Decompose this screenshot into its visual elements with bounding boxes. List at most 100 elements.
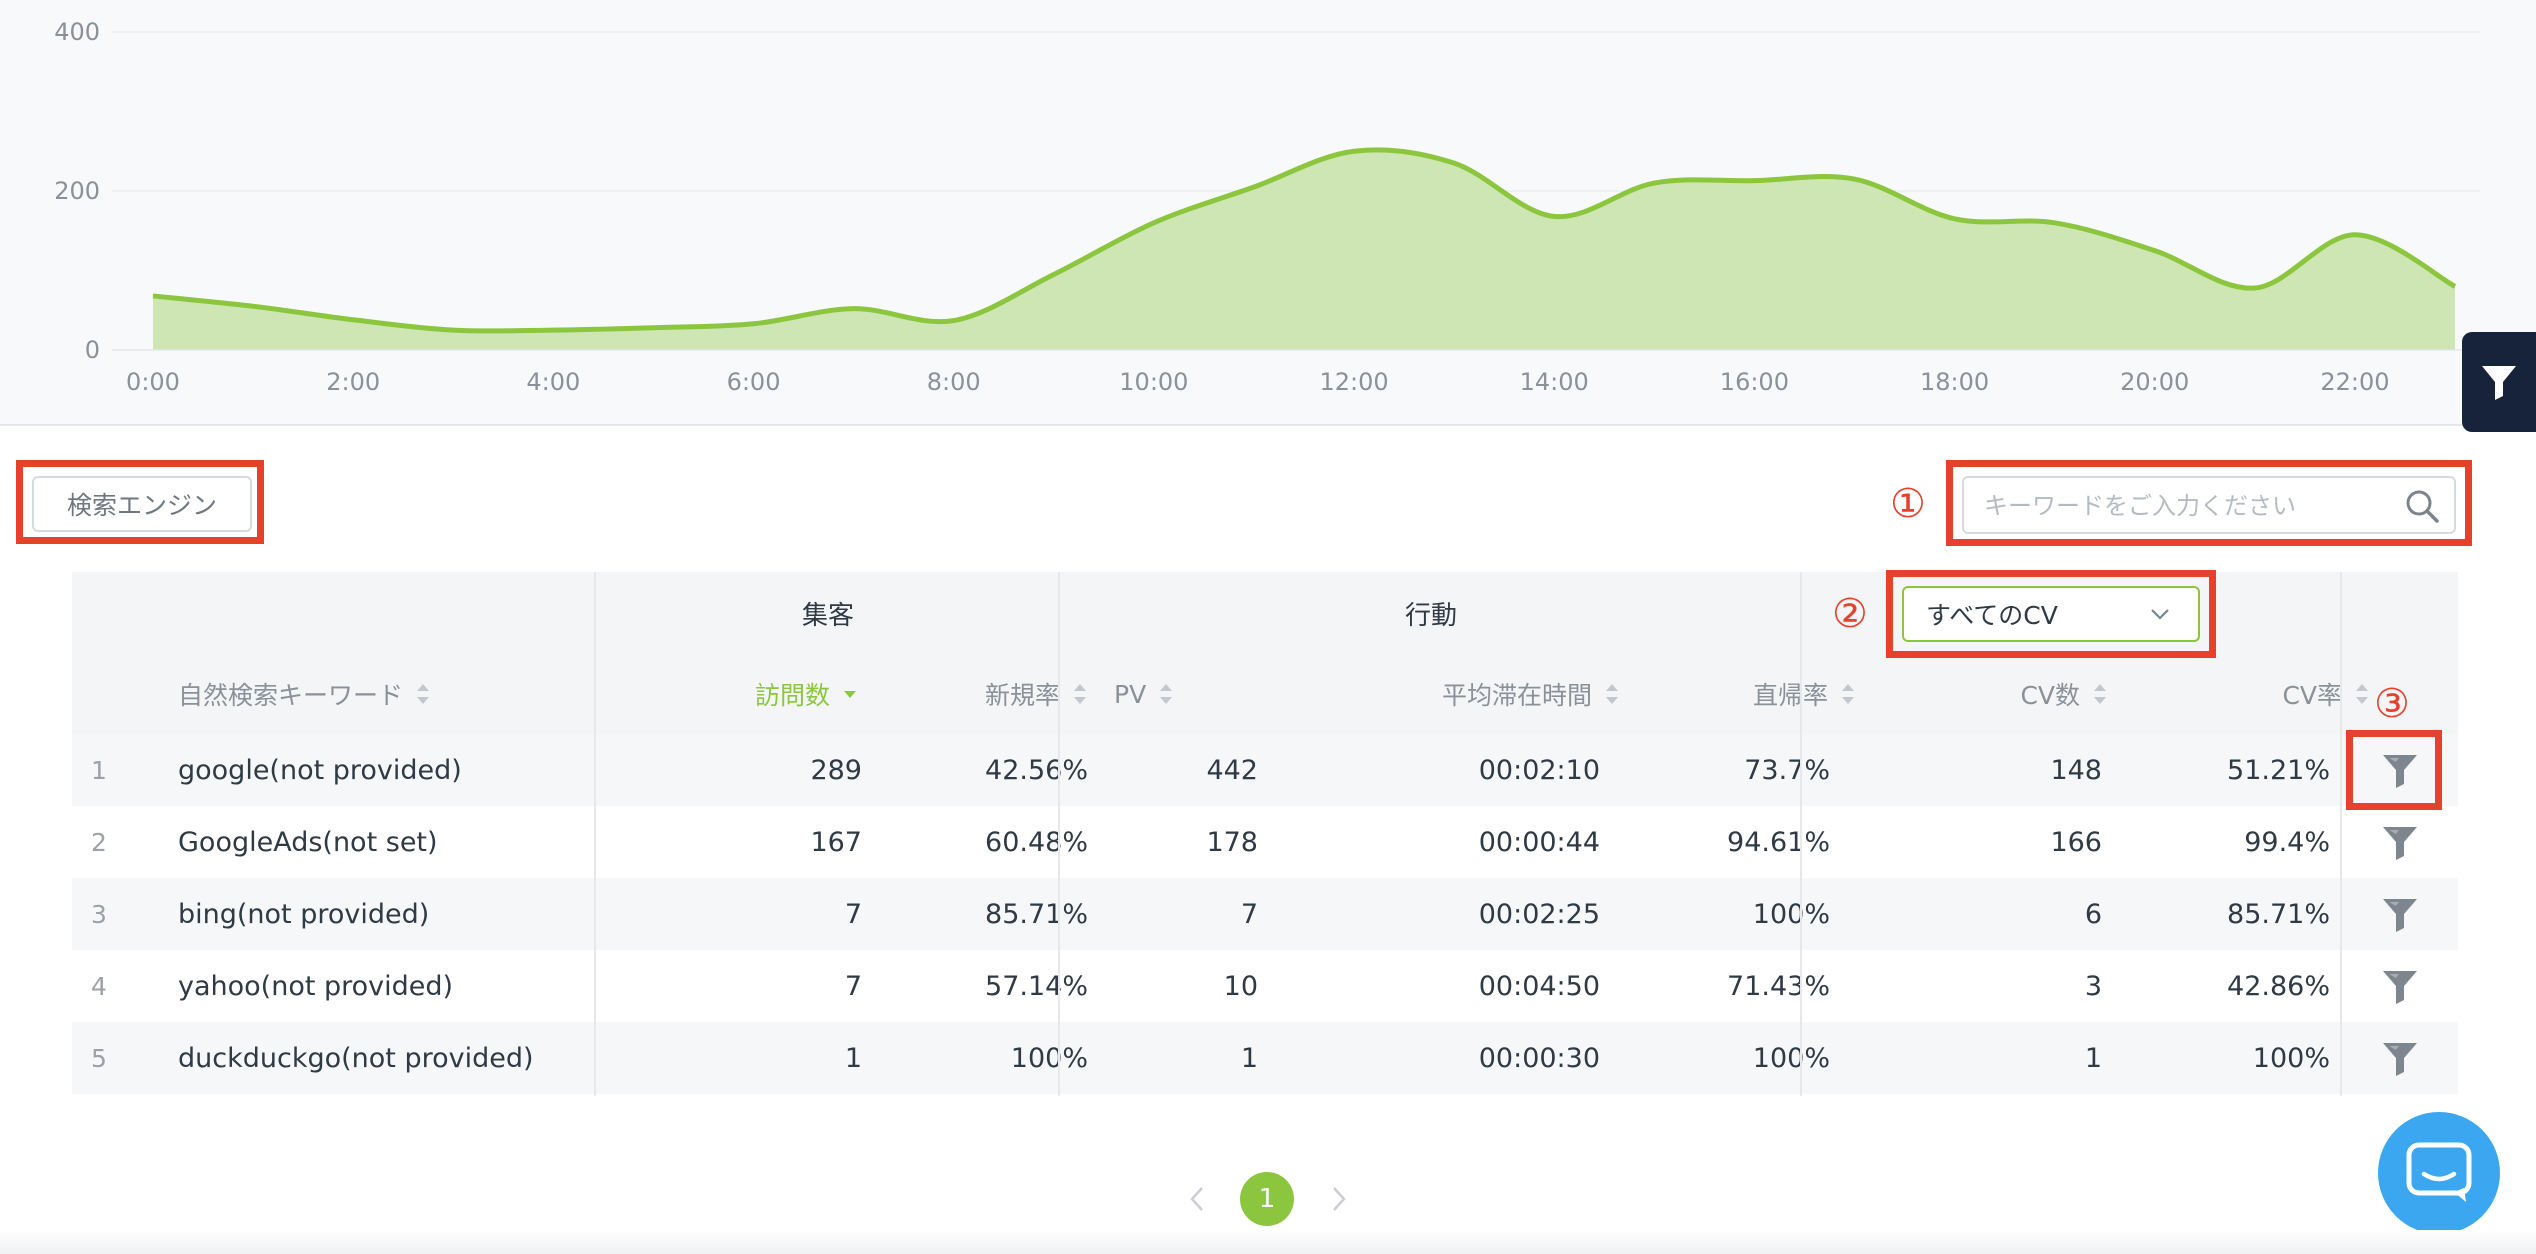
row-new-rate: 60.48% (985, 826, 1088, 858)
row-cv-rate: 42.86% (2227, 970, 2330, 1002)
funnel-icon (2383, 755, 2417, 788)
row-pv: 7 (1240, 898, 1258, 930)
chevron-right-icon[interactable] (1324, 1184, 1352, 1214)
filter-panel-tab[interactable] (2462, 332, 2536, 432)
x-tick-label: 2:00 (326, 368, 380, 396)
search-engine-button-label: 検索エンジン (66, 491, 217, 520)
x-tick-label: 10:00 (1119, 368, 1188, 396)
row-cv: 6 (2084, 898, 2102, 930)
row-visits: 167 (810, 826, 862, 858)
row-cv-rate: 99.4% (2244, 826, 2330, 858)
col-cv-rate[interactable]: CV率 (2108, 654, 2370, 734)
row-visits: 1 (844, 1042, 862, 1074)
row-keyword: google(not provided) (178, 754, 462, 786)
cv-select[interactable]: すべてのCV (1902, 586, 2200, 642)
row-cv-rate: 100% (2252, 1042, 2330, 1074)
row-new-rate: 85.71% (985, 898, 1088, 930)
x-tick-label: 12:00 (1319, 368, 1388, 396)
series-line (152, 147, 2457, 334)
col-bounce[interactable]: 直帰率 (1620, 654, 1856, 734)
x-tick-label: 4:00 (526, 368, 580, 396)
row-keyword: bing(not provided) (178, 898, 430, 930)
series-area (153, 149, 2455, 350)
col-avg-time[interactable]: 平均滞在時間 (1294, 654, 1620, 734)
row-pv: 178 (1206, 826, 1258, 858)
table-row[interactable]: 5 duckduckgo(not provided) 1 100% 1 00:00:30 1… (72, 1022, 2458, 1094)
table-row[interactable]: 1 google(not provided) 289 42.56% 442 00:02:1… (72, 734, 2458, 806)
row-new-rate: 57.14% (985, 970, 1088, 1002)
col-new-rate[interactable]: 新規率 (864, 654, 1100, 734)
row-index: 2 (91, 827, 107, 857)
y-tick-label: 400 (54, 18, 100, 46)
keyword-search-box[interactable] (1962, 476, 2456, 534)
row-visits: 289 (810, 754, 862, 786)
annotation-marker-1: ① (1890, 481, 1926, 527)
chat-launcher-button[interactable] (2378, 1112, 2500, 1234)
annotation-box-row-filter (2346, 730, 2442, 810)
group-acquisition: 集客 (801, 600, 854, 631)
row-index: 4 (91, 971, 107, 1001)
page-button-current[interactable]: 1 (1240, 1172, 1294, 1226)
row-index: 1 (91, 755, 107, 785)
chart-svg: 400 200 0 0:00 2:00 4:00 6:00 8:00 10:00 12:00 14:… (54, 18, 2480, 396)
row-filter-button[interactable] (2342, 806, 2458, 878)
annotation-box-engine (16, 460, 264, 544)
row-pv: 1 (1240, 1042, 1258, 1074)
pagination: 1 (1170, 1170, 1370, 1230)
table-column-header: 自然検索キーワード 訪問数 新規率 PV 平均滞在時間 直帰率 CV数 CV率 (72, 654, 2458, 734)
chat-icon (2406, 1142, 2472, 1202)
chevron-left-icon[interactable] (1184, 1184, 1212, 1214)
x-tick-label: 0:00 (126, 368, 180, 396)
search-engine-button[interactable]: 検索エンジン (32, 476, 252, 532)
sort-icon (1606, 684, 1618, 704)
divider-cv (1800, 572, 1802, 1096)
page-bottom-edge (0, 1230, 2536, 1254)
col-pv[interactable]: PV (1114, 654, 1294, 734)
x-tick-label: 18:00 (1920, 368, 1989, 396)
row-avg-time: 00:02:10 (1478, 754, 1600, 786)
divider-actions (2340, 572, 2342, 1096)
row-keyword: duckduckgo(not provided) (178, 1042, 534, 1074)
x-tick-label: 22:00 (2320, 368, 2389, 396)
x-tick-label: 16:00 (1720, 368, 1789, 396)
row-filter-button[interactable] (2342, 734, 2458, 806)
annotation-marker-3: ③ (2374, 681, 2410, 727)
table-row[interactable]: 3 bing(not provided) 7 85.71% 7 00:02:25 100% 6… (72, 878, 2458, 950)
sort-desc-icon (844, 691, 856, 698)
row-new-rate: 42.56% (985, 754, 1088, 786)
table-row[interactable]: 2 GoogleAds(not set) 167 60.48% 178 00:00:44 9… (72, 806, 2458, 878)
y-tick-label: 200 (54, 177, 100, 205)
row-visits: 7 (844, 970, 862, 1002)
row-visits: 7 (844, 898, 862, 930)
table-row[interactable]: 4 yahoo(not provided) 7 57.14% 10 00:04:50 71.… (72, 950, 2458, 1022)
sort-icon (1842, 684, 1854, 704)
row-pv: 10 (1223, 970, 1258, 1002)
funnel-icon (2383, 971, 2417, 1004)
funnel-icon (2383, 1043, 2417, 1076)
row-filter-button[interactable] (2342, 878, 2458, 950)
funnel-icon (2482, 366, 2516, 400)
x-tick-label: 14:00 (1520, 368, 1589, 396)
col-visits[interactable]: 訪問数 (596, 654, 864, 734)
search-icon[interactable] (2404, 488, 2440, 524)
y-tick-label: 0 (85, 336, 100, 364)
row-avg-time: 00:00:30 (1478, 1042, 1600, 1074)
row-avg-time: 00:00:44 (1478, 826, 1600, 858)
row-cv: 166 (2050, 826, 2102, 858)
row-filter-button[interactable] (2342, 950, 2458, 1022)
row-bounce: 71.43% (1727, 970, 1830, 1002)
row-filter-button[interactable] (2342, 1022, 2458, 1094)
row-pv: 442 (1206, 754, 1258, 786)
group-behavior: 行動 (1404, 600, 1457, 631)
row-avg-time: 00:04:50 (1478, 970, 1600, 1002)
row-keyword: yahoo(not provided) (178, 970, 454, 1002)
row-cv: 3 (2084, 970, 2102, 1002)
sort-icon (2356, 684, 2368, 704)
col-cv[interactable]: CV数 (1872, 654, 2108, 734)
row-cv: 1 (2084, 1042, 2102, 1074)
divider-acquisition (594, 572, 596, 1096)
col-keyword[interactable]: 自然検索キーワード (178, 654, 596, 734)
chevron-down-icon (2151, 609, 2169, 620)
keyword-search-input[interactable] (1982, 478, 2386, 534)
row-bounce: 73.7% (1744, 754, 1830, 786)
